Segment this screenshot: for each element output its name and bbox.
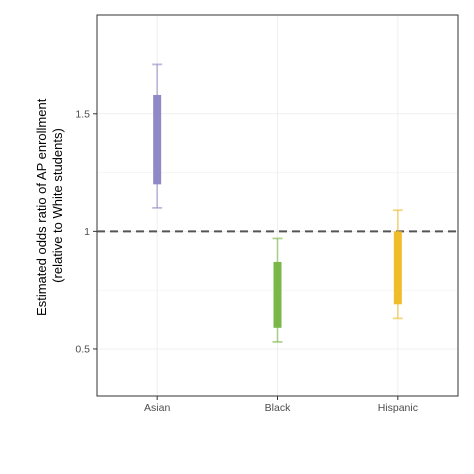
errorbar-black <box>272 237 283 343</box>
y-tick-label: 1.5 <box>75 108 90 120</box>
x-tick-label: Asian <box>144 402 170 414</box>
interval-box <box>393 231 402 305</box>
x-axis-ticks: Asian Black Hispanic <box>144 396 418 414</box>
x-tick-label: Black <box>265 402 291 414</box>
interval-box <box>273 261 282 328</box>
y-tick-label: 1 <box>84 226 90 238</box>
marks <box>152 63 403 343</box>
x-tick-label: Hispanic <box>378 402 418 414</box>
y-tick-label: 0.5 <box>75 343 90 355</box>
errorbar-hispanic <box>392 209 403 320</box>
interval-box <box>153 94 162 185</box>
y-axis-title: Estimated odds ratio of AP enrollment (r… <box>34 95 65 316</box>
errorbar-asian <box>152 63 163 209</box>
y-axis-title-line-2: (relative to White students) <box>50 128 65 283</box>
y-axis-title-line-1: Estimated odds ratio of AP enrollment <box>34 98 49 316</box>
y-axis-ticks: 0.5 1 1.5 <box>75 108 97 355</box>
